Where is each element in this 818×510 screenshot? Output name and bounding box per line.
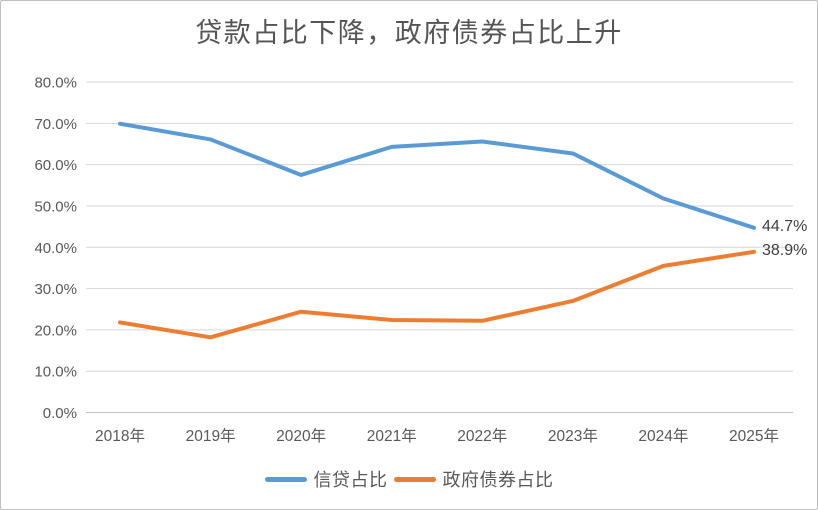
x-tick-label: 2025年 [729,427,779,445]
y-tick-label: 60.0% [34,157,77,174]
series-line-credit [118,121,756,230]
x-tick-label: 2019年 [186,427,236,445]
end-data-label-govbond: 38.9% [762,242,807,259]
y-axis-tick-labels: 0.0% 10.0% 20.0% 30.0% 40.0% 50.0% 60.0% 70.0% 8… [34,75,77,423]
x-tick-label: 2021年 [367,427,417,445]
x-tick-label: 2024年 [638,427,688,445]
y-tick-label: 0.0% [43,405,77,422]
chart-title: 贷款占比下降，政府债券占比上升 [195,18,623,48]
series-line-govbond [118,249,756,340]
legend-item-credit: 信贷占比 [264,466,388,492]
y-tick-label: 10.0% [34,364,77,381]
y-tick-label: 20.0% [34,322,77,339]
chart-legend: 信贷占比 政府债券占比 [1,466,817,492]
x-tick-label: 2020年 [276,427,326,445]
x-tick-label: 2018年 [95,427,145,445]
govbond-series-label: 政府债券占比 [442,470,554,490]
x-tick-label: 2023年 [548,427,598,445]
legend-item-govbond: 政府债券占比 [393,466,554,492]
gridlines [86,81,793,413]
series-end-labels: 44.7% 38.9% [762,218,807,259]
credit-series-label: 信贷占比 [313,470,388,490]
series-lines [118,121,756,340]
end-data-label-credit: 44.7% [762,218,807,235]
y-tick-label: 40.0% [34,240,77,257]
y-tick-label: 70.0% [34,116,77,133]
x-tick-label: 2022年 [457,427,507,445]
credit-series-swatch [264,476,307,482]
y-tick-label: 80.0% [34,75,77,92]
x-axis-tick-labels: 2018年 2019年 2020年 2021年 2022年 2023年 2024年 2025年 [95,427,779,445]
y-tick-label: 50.0% [34,198,77,215]
y-tick-label: 30.0% [34,281,77,298]
govbond-series-swatch [393,476,436,482]
